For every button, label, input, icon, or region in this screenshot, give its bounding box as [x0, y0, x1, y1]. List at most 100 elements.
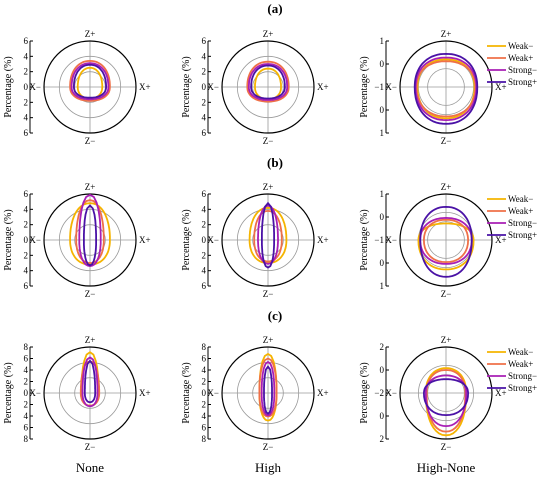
y-tick-label: 2 — [380, 342, 385, 352]
outer-circle — [221, 40, 315, 134]
y-axis-title: Percentage (%) — [359, 209, 370, 270]
y-tick-label: 8 — [24, 434, 29, 444]
series-line-weak-plus — [69, 59, 111, 102]
direction-label-top: Z+ — [441, 29, 452, 39]
y-tick-label: 6 — [202, 36, 207, 46]
y-tick-label: 0 — [380, 411, 385, 421]
y-tick-label: 4 — [24, 113, 29, 123]
polar-panel-2-2: Z+ Z− X− X+ 6 4 2 0 2 4 6 Percentage (%) — [181, 182, 329, 299]
y-tick-label: 2 — [24, 250, 29, 260]
series-line-weak-plus — [246, 60, 290, 103]
polar-panel-1-3: Z+ Z− X− X+ 1 0 −1 0 1 Percentage (%) — [359, 29, 507, 146]
y-tick-label: 6 — [202, 423, 207, 433]
direction-label-bottom: Z− — [441, 289, 452, 299]
series-line-strong-plus — [261, 201, 275, 269]
series-line-weak-plus — [75, 199, 105, 264]
legend-label: Strong+ — [508, 230, 537, 240]
series-line-weak-minus — [417, 222, 475, 271]
y-tick-label: 6 — [24, 36, 29, 46]
y-tick-label: 1 — [380, 281, 385, 291]
y-axis-title: Percentage (%) — [3, 209, 14, 270]
direction-label-right: X+ — [317, 82, 329, 92]
series-line-strong-plus — [413, 52, 479, 125]
y-tick-label: 6 — [24, 423, 29, 433]
column-label: None — [76, 460, 104, 475]
y-tick-label: 6 — [202, 189, 207, 199]
legend-label: Strong+ — [508, 77, 537, 87]
y-tick-label: 8 — [202, 434, 207, 444]
y-axis-title: Percentage (%) — [181, 56, 192, 117]
direction-label-top: Z+ — [263, 335, 274, 345]
direction-label-bottom: Z− — [263, 289, 274, 299]
outer-circle — [399, 40, 493, 134]
y-tick-label: 0 — [380, 365, 385, 375]
y-tick-label: 2 — [24, 67, 29, 77]
y-tick-label: 0 — [202, 388, 207, 398]
row-label: (b) — [267, 155, 283, 170]
direction-label-left: X− — [207, 235, 219, 245]
legend-label: Weak− — [508, 194, 533, 204]
series-line-strong-minus — [257, 204, 279, 265]
direction-label-left: X− — [385, 388, 397, 398]
polar-panel-2-1: Z+ Z− X− X+ 6 4 2 0 2 4 6 Percentage (%) — [3, 182, 151, 299]
outer-circle — [399, 346, 493, 440]
y-tick-label: −2 — [374, 388, 384, 398]
direction-label-right: X+ — [495, 235, 507, 245]
y-tick-label: 6 — [24, 281, 29, 291]
y-tick-label: 2 — [24, 97, 29, 107]
y-tick-label: 2 — [202, 400, 207, 410]
y-tick-label: 0 — [380, 258, 385, 268]
outer-circle — [43, 346, 137, 440]
outer-circle — [221, 346, 315, 440]
legend-label: Weak+ — [508, 206, 533, 216]
direction-label-right: X+ — [139, 235, 151, 245]
y-tick-label: 8 — [202, 342, 207, 352]
row-label: (a) — [267, 1, 282, 16]
y-tick-label: 6 — [202, 354, 207, 364]
legend-label: Strong− — [508, 218, 537, 228]
direction-label-right: X+ — [495, 82, 507, 92]
y-tick-label: 0 — [24, 235, 29, 245]
row-label: (c) — [268, 308, 282, 323]
legend-label: Strong− — [508, 65, 537, 75]
series-line-strong-minus — [78, 193, 102, 268]
legend-label: Strong− — [508, 371, 537, 381]
y-tick-label: 4 — [24, 411, 29, 421]
direction-label-left: X− — [29, 388, 41, 398]
series-line-strong-plus — [83, 359, 97, 404]
y-axis-title: Percentage (%) — [3, 362, 14, 423]
y-tick-label: −1 — [374, 235, 384, 245]
y-axis-title: Percentage (%) — [181, 362, 192, 423]
series-line-strong-plus — [83, 204, 97, 267]
direction-label-left: X− — [207, 388, 219, 398]
series-line-weak-minus — [248, 206, 288, 264]
y-axis-title: Percentage (%) — [3, 56, 14, 117]
series-line-strong-minus — [260, 360, 276, 417]
y-tick-label: 2 — [202, 220, 207, 230]
series-line-strong-plus — [419, 205, 473, 278]
y-tick-label: 2 — [202, 67, 207, 77]
y-tick-label: 0 — [24, 82, 29, 92]
y-tick-label: 1 — [380, 128, 385, 138]
series-line-weak-plus — [258, 357, 278, 418]
y-tick-label: 6 — [24, 128, 29, 138]
direction-label-bottom: Z− — [85, 136, 96, 146]
y-tick-label: 4 — [202, 51, 207, 61]
legend-label: Weak− — [508, 347, 533, 357]
series-line-strong-minus — [70, 62, 110, 101]
direction-label-top: Z+ — [85, 335, 96, 345]
legend-label: Weak+ — [508, 359, 533, 369]
legend: Weak− Weak+ Strong− Strong+ — [487, 194, 537, 240]
direction-label-bottom: Z− — [263, 136, 274, 146]
direction-label-bottom: Z− — [441, 442, 452, 452]
y-tick-label: 0 — [202, 235, 207, 245]
y-tick-label: 4 — [24, 266, 29, 276]
outer-circle — [221, 193, 315, 287]
polar-panel-1-2: Z+ Z− X− X+ 6 4 2 0 2 4 6 Percentage (%) — [181, 29, 329, 146]
y-tick-label: 2 — [202, 250, 207, 260]
y-axis-title: Percentage (%) — [181, 209, 192, 270]
outer-circle — [43, 40, 137, 134]
y-tick-label: 4 — [202, 204, 207, 214]
direction-label-bottom: Z− — [441, 136, 452, 146]
direction-label-top: Z+ — [441, 182, 452, 192]
